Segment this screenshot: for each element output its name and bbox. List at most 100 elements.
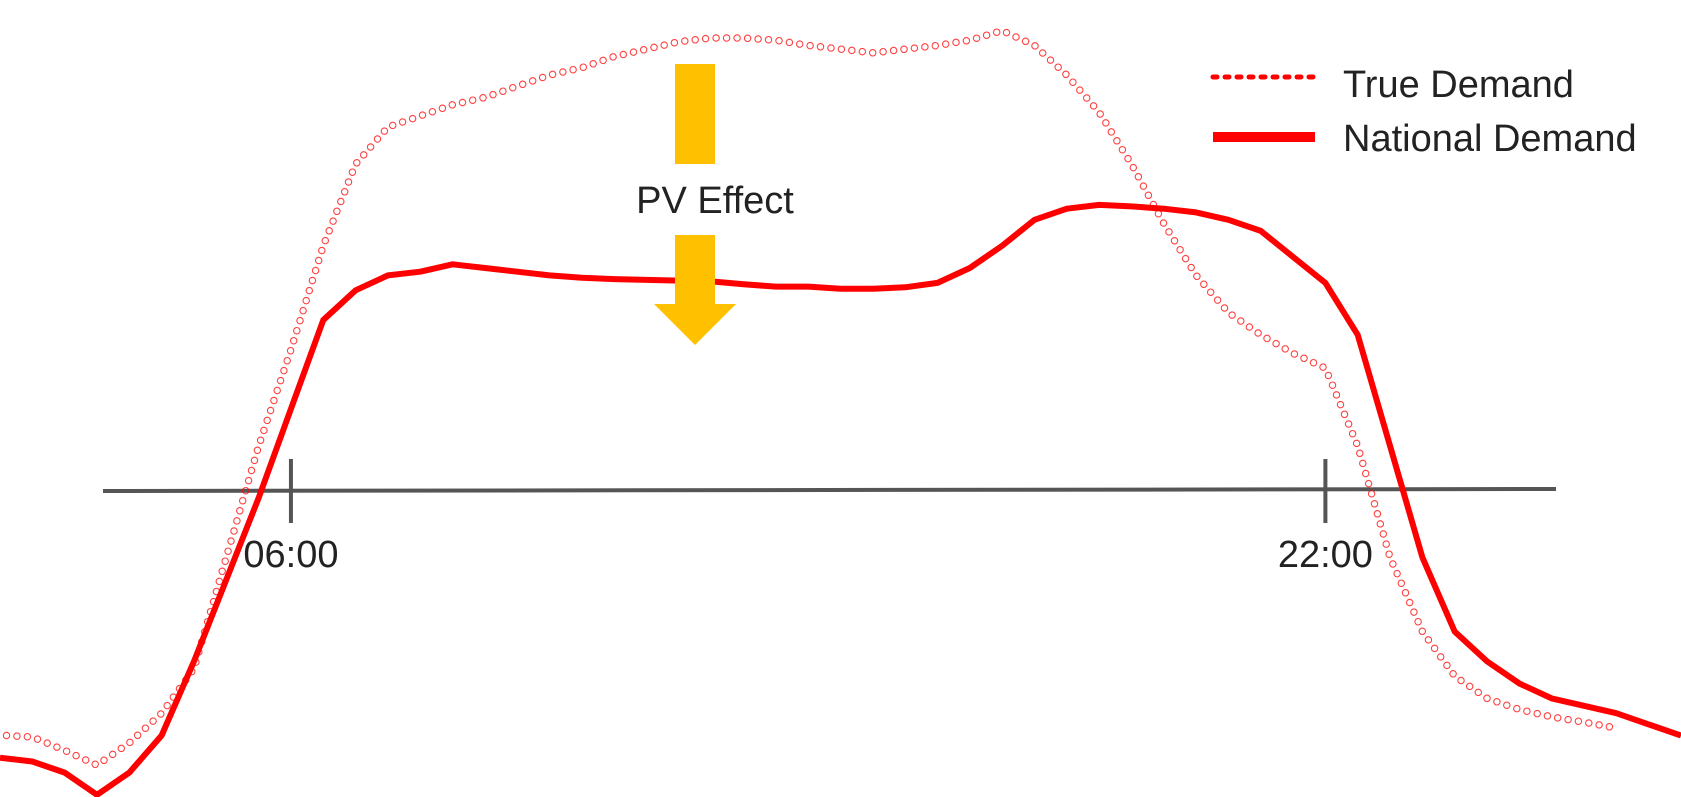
true-demand-dot (868, 49, 877, 57)
true-demand-dot (629, 48, 638, 56)
true-demand-dot (722, 34, 731, 42)
true-demand-dot (1170, 237, 1179, 245)
true-demand-dot (333, 207, 341, 216)
true-demand-dot (599, 56, 607, 65)
true-demand-dot (149, 717, 157, 725)
true-demand-dot (837, 45, 846, 53)
true-demand-dot (276, 376, 285, 385)
true-demand-dot (900, 45, 908, 54)
true-demand-dot (1465, 682, 1474, 691)
true-demand-dot (1574, 717, 1583, 725)
true-demand-dot (1367, 489, 1376, 498)
x-axis-ticks: 06:00 22:00 (243, 459, 1373, 576)
true-demand-dot (1193, 272, 1201, 281)
true-demand-dot (1181, 254, 1190, 263)
true-demand-dot (609, 53, 617, 61)
true-demand-dot (247, 466, 256, 475)
true-demand-dot (972, 34, 981, 42)
true-demand-dot (117, 744, 126, 753)
true-demand-dot (1356, 449, 1364, 458)
true-demand-dot (1605, 723, 1614, 731)
true-demand-dot (314, 256, 323, 265)
pv-effect-arrow-shaft-bottom (675, 235, 715, 305)
true-demand-dot (941, 40, 950, 48)
series-layer (0, 28, 1681, 797)
true-demand-dot (931, 41, 940, 50)
true-demand-dot (428, 107, 437, 116)
true-demand-dot (53, 743, 61, 751)
true-demand-dot (670, 38, 679, 47)
true-demand-dot (1176, 245, 1184, 254)
true-demand-dot (1134, 173, 1143, 181)
true-demand-dot (1245, 323, 1254, 331)
true-demand-dot (1089, 102, 1098, 110)
true-demand-dot (468, 96, 477, 104)
national-demand-line (0, 201, 1681, 797)
true-demand-dot (489, 90, 497, 99)
true-demand-dot (163, 701, 171, 710)
true-demand-dot (62, 747, 71, 755)
true-demand-dot (1361, 469, 1370, 478)
true-demand-dot (273, 386, 281, 395)
true-demand-dot (1397, 579, 1406, 587)
true-demand-dot (1107, 128, 1116, 136)
true-demand-dot (795, 40, 804, 48)
true-demand-dot (1553, 714, 1562, 722)
true-demand-dot (743, 34, 752, 43)
true-demand-dot (1237, 317, 1245, 325)
true-demand-dot (1319, 363, 1327, 371)
true-demand-dot (260, 426, 268, 435)
true-demand-dot (579, 63, 588, 71)
true-demand-dot (499, 87, 507, 95)
true-demand-dot (827, 44, 835, 52)
true-demand-dot (701, 34, 710, 43)
legend-label-national-demand: National Demand (1343, 118, 1637, 160)
true-demand-dot (227, 537, 235, 545)
true-demand-dot (1159, 219, 1168, 227)
true-demand-dot (321, 236, 330, 245)
true-demand-dot (1228, 311, 1236, 319)
true-demand-dot (775, 36, 783, 45)
true-demand-dot (639, 46, 648, 54)
true-demand-dot (619, 50, 628, 59)
true-demand-dot (1389, 560, 1397, 568)
true-demand-dot (81, 756, 90, 764)
true-demand-dot (1543, 712, 1552, 720)
true-demand-dot (325, 227, 333, 235)
true-demand-dot (133, 731, 142, 740)
true-demand-dot (660, 41, 668, 49)
true-demand-dot (691, 36, 699, 44)
true-demand-dot (1503, 701, 1511, 709)
true-demand-dot (244, 476, 253, 485)
true-demand-dot (458, 98, 467, 107)
true-demand-dot (889, 46, 898, 55)
true-demand-dot (1359, 459, 1367, 468)
legend-label-true-demand: True Demand (1343, 64, 1574, 106)
true-demand-dot (879, 47, 887, 56)
true-demand-dot (785, 38, 794, 47)
true-demand-dot (1414, 617, 1422, 626)
series-national-demand (0, 201, 1681, 797)
true-demand-dot (1272, 339, 1280, 348)
true-demand-dot (448, 101, 457, 109)
true-demand-dot (359, 151, 368, 159)
true-demand-dot (1300, 354, 1308, 363)
true-demand-dot (366, 143, 375, 151)
true-demand-dot (1102, 119, 1110, 127)
x-tick-label-0: 06:00 (243, 534, 338, 576)
true-demand-dot (569, 65, 577, 74)
true-demand-dot (108, 750, 117, 759)
true-demand-dot (1263, 334, 1271, 343)
true-demand-dot (764, 35, 773, 44)
true-demand-dot (910, 44, 919, 52)
true-demand-dot (589, 60, 597, 68)
true-demand-dot (848, 46, 856, 55)
true-demand-dot (538, 73, 547, 82)
true-demand-dot (438, 104, 447, 113)
true-demand-dot (1213, 296, 1222, 304)
true-demand-dot (1364, 479, 1373, 488)
true-demand-dot (952, 38, 960, 47)
true-demand-dot (1220, 304, 1229, 312)
true-demand-dot (1385, 550, 1393, 558)
true-demand-dot (1436, 653, 1445, 661)
